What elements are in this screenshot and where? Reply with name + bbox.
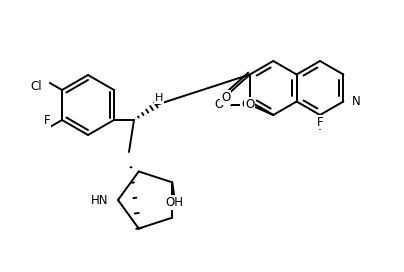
Text: HN: HN	[90, 193, 108, 206]
Text: Cl: Cl	[30, 79, 42, 92]
Text: O: O	[241, 98, 250, 112]
Text: O: O	[221, 91, 230, 104]
Text: O: O	[245, 97, 255, 110]
Text: F: F	[44, 115, 50, 128]
Text: O: O	[214, 98, 223, 112]
Text: OH: OH	[165, 196, 183, 209]
Text: H: H	[155, 93, 163, 103]
Text: F: F	[317, 116, 323, 128]
Text: N: N	[351, 95, 360, 108]
